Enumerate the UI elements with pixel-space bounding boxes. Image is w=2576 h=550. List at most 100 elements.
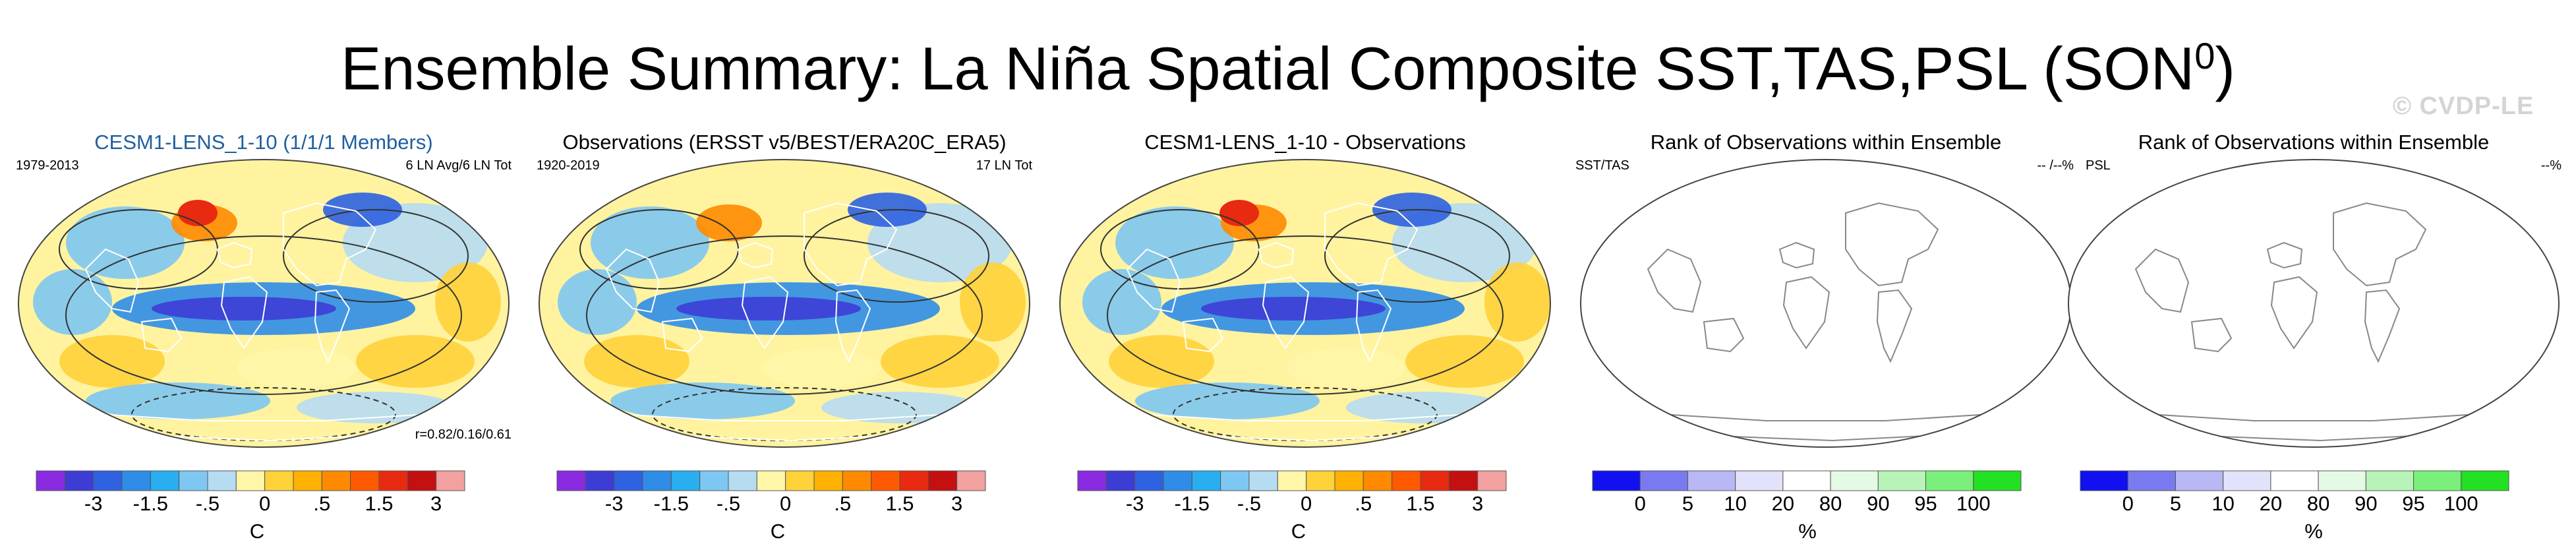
colorbar-tick-label: 80	[2306, 492, 2330, 515]
coastline	[834, 289, 871, 363]
panel-rank-sst: Rank of Observations within Ensemble SST…	[1569, 125, 2083, 543]
anomaly-region	[178, 200, 218, 226]
colorbar-segment	[1277, 470, 1307, 491]
colorbar-tick-label: 3	[430, 492, 442, 515]
anomaly-region	[762, 348, 881, 388]
colorbar-tick-label: 5	[2169, 492, 2182, 515]
colorbar-segment	[1248, 470, 1278, 491]
colorbar-tick-label: -.5	[1237, 492, 1262, 515]
difference-map	[1059, 159, 1551, 448]
panel-observations: Observations (ERSST v5/BEST/ERA20C_ERA5)…	[527, 125, 1041, 543]
colorbar-segment	[1191, 470, 1221, 491]
coastline	[2364, 289, 2401, 363]
coastline	[737, 241, 774, 269]
colorbar-tick-label: 90	[2355, 492, 2378, 515]
colorbar-segment	[121, 470, 151, 491]
anomaly-region	[435, 262, 501, 342]
colorbar-segment	[785, 470, 815, 491]
anomaly-region	[297, 392, 455, 423]
coastline	[220, 276, 268, 350]
colorbar-segment	[1220, 470, 1250, 491]
colorbar-segment	[813, 470, 843, 491]
coastline	[1876, 289, 1913, 363]
coastline	[216, 241, 253, 269]
coastline	[661, 317, 703, 353]
colorbar-segment	[899, 470, 929, 491]
coastline	[314, 289, 351, 363]
colorbar-tick-label: -3	[1125, 492, 1144, 515]
coastline	[283, 202, 377, 287]
colorbar-tick-label: 0	[2122, 492, 2134, 515]
anomaly-region	[960, 262, 1026, 342]
colorbar	[1077, 470, 1507, 491]
colorbar-tick-label: 0	[780, 492, 792, 515]
colorbar-segment	[378, 470, 408, 491]
colorbar	[1592, 470, 2022, 491]
colorbar-unit: C	[770, 520, 786, 543]
anomaly-region	[1346, 392, 1504, 423]
colorbar-segment	[2413, 470, 2462, 491]
colorbar-unit: C	[1291, 520, 1306, 543]
colorbar-segment	[436, 470, 465, 491]
colorbar-segment	[1735, 470, 1784, 491]
coastline	[2333, 202, 2427, 287]
coastline	[140, 317, 183, 353]
colorbar-segment	[871, 470, 900, 491]
colorbar-tick-label: -3	[84, 492, 103, 515]
colorbar-segment	[585, 470, 615, 491]
colorbar-segment	[1077, 470, 1107, 491]
colorbar-tick-label: .5	[834, 492, 852, 515]
colorbar-tick-label: -1.5	[132, 492, 169, 515]
colorbar-segment	[350, 470, 380, 491]
colorbar-tick-label: 10	[2211, 492, 2235, 515]
panel-model: CESM1-LENS_1-10 (1/1/1 Members) 1979-201…	[7, 125, 521, 543]
anomaly-region	[1484, 262, 1550, 342]
map-border	[18, 159, 510, 448]
colorbar-segment	[1973, 470, 2022, 491]
colorbar-segment	[1334, 470, 1364, 491]
colorbar-segment	[956, 470, 986, 491]
anomaly-region	[696, 204, 762, 241]
percent-label: -- /--%	[2037, 158, 2074, 173]
anomaly-region	[1109, 335, 1214, 388]
colorbar-segment	[2175, 470, 2224, 491]
anomaly-region	[152, 297, 336, 321]
colorbar-tick-label: 100	[1956, 492, 1991, 515]
colorbar-tick-label: -.5	[195, 492, 220, 515]
colorbar-unit: %	[2304, 520, 2323, 543]
colorbar-unit: C	[249, 520, 265, 543]
colorbar-tick-label: .5	[1355, 492, 1372, 515]
anomaly-region	[237, 348, 356, 388]
colorbar-tick-label: -1.5	[653, 492, 689, 515]
colorbar	[2080, 470, 2509, 491]
colorbar-segment	[1306, 470, 1335, 491]
period-label: 1979-2013	[16, 158, 79, 173]
coastline	[1355, 289, 1392, 363]
map-border	[539, 159, 1030, 448]
colorbar-unit: %	[1798, 520, 1817, 543]
coastline	[1126, 248, 1181, 313]
colorbar-segment	[264, 470, 294, 491]
colorbar-segment	[1105, 470, 1136, 491]
colorbar-tick-label: 95	[1914, 492, 1937, 515]
period-label: 1920-2019	[537, 158, 600, 173]
colorbar-segment	[235, 470, 266, 491]
psl-contour	[804, 209, 989, 303]
panel-rank-psl: Rank of Observations within Ensemble PSL…	[2057, 125, 2571, 543]
colorbar-tick-label: -3	[604, 492, 624, 515]
coastline	[1647, 248, 1702, 313]
colorbar-segment	[93, 470, 123, 491]
panel-title: Observations (ERSST v5/BEST/ERA20C_ERA5)	[562, 131, 1007, 154]
anomaly-region	[584, 335, 689, 388]
rank-map	[1580, 159, 2072, 448]
panel-title: CESM1-LENS_1-10 (1/1/1 Members)	[94, 131, 433, 154]
colorbar-segment	[407, 470, 437, 491]
colorbar-segment	[642, 470, 672, 491]
colorbar-segment	[556, 470, 586, 491]
coastline	[1182, 317, 1224, 353]
colorbar-tick-label: -1.5	[1174, 492, 1210, 515]
colorbar-segment	[1134, 470, 1164, 491]
anomaly-region	[610, 382, 795, 419]
coastline	[84, 248, 140, 313]
coastline	[2190, 317, 2233, 353]
